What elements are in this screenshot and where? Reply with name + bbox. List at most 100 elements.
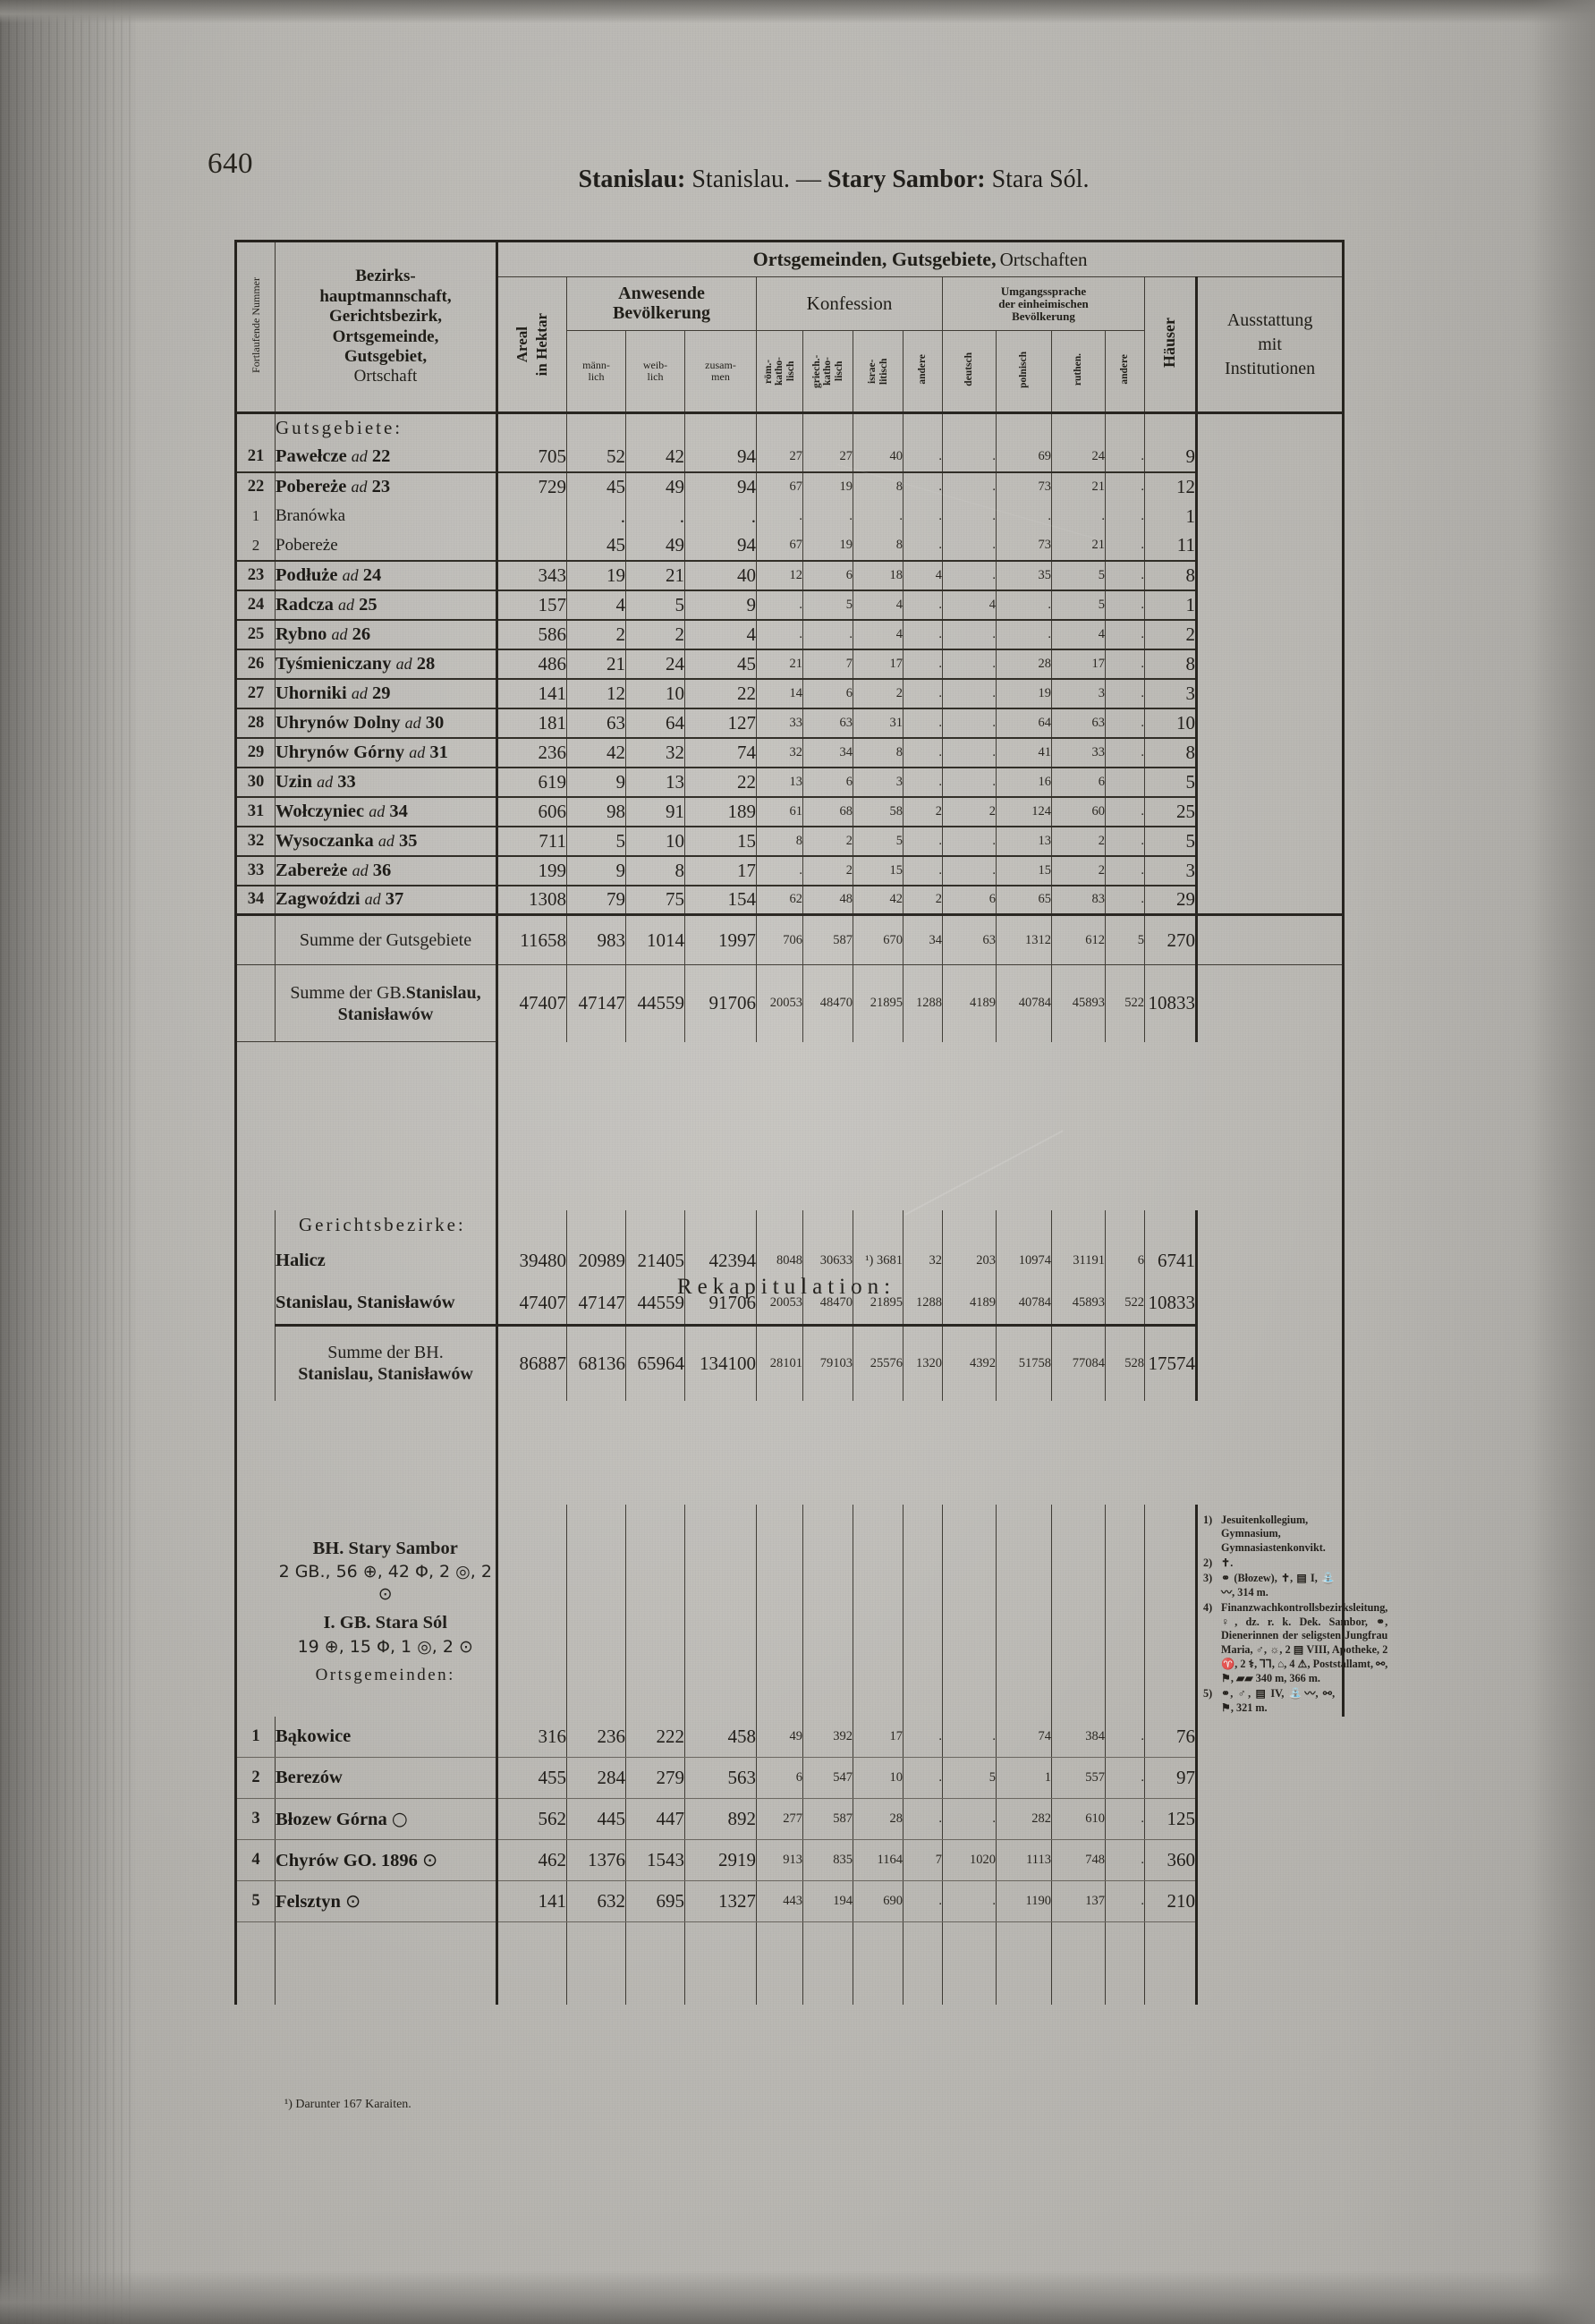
- summary-row-gutsgebiete: Summe der Gutsgebiete 11658 983 1014 199…: [234, 913, 1345, 965]
- cell-ruthen: 17: [1051, 649, 1106, 680]
- cell-rk: 20053: [756, 1282, 803, 1326]
- cell-deutsch: .: [942, 1880, 997, 1923]
- cell-haeuser: 1: [1144, 589, 1198, 621]
- cell-zusammen: 4: [684, 619, 757, 650]
- spacer-cell: [1196, 913, 1345, 965]
- row-name: Uhrynów Dolny ad 30: [275, 708, 498, 739]
- institution-entry: 3) ⚭ (Błozew), ✝, ▤ I, ⛲〰, 314 m.: [1203, 1572, 1335, 1600]
- cell-isr: 31: [853, 708, 904, 739]
- spacer-cell: [903, 1209, 943, 1240]
- cell-gk: 30633: [802, 1239, 853, 1283]
- col-header-zusammen: zusam- men: [684, 330, 757, 414]
- cell-polnisch: .: [996, 619, 1052, 650]
- cell-ruthen: 5: [1051, 589, 1106, 621]
- cell-ausstattung: [1196, 796, 1345, 827]
- cell-sprache-andere: .: [1105, 589, 1145, 621]
- gutsgebiete-rows: 21 Pawełcze ad 22 705 52 42 94 27 27 40.. 69 24. 9 2…: [234, 442, 1345, 916]
- stary-sambor-headings: BH. Stary Sambor 2 GB., 56 ⊕, 42 Φ, 2 ◎,…: [275, 1504, 498, 1717]
- spacer-cell: [684, 412, 757, 443]
- institution-text: Jesuitenkollegium, Gymnasium, Gymnasiast…: [1221, 1513, 1326, 1555]
- cell-polnisch: .: [996, 589, 1052, 621]
- cell-zusammen: 892: [684, 1798, 757, 1841]
- row-index: [234, 1282, 276, 1326]
- stary-sambor-row: 4 Chyrów GO. 1896 ⊙ 462 1376 1543 2919 913 835 1…: [234, 1839, 1344, 1882]
- spacer-cell: [684, 1921, 757, 2005]
- row-name: Rybno ad 26: [275, 619, 498, 650]
- spacer-cell: [275, 1921, 498, 2005]
- cell-areal: 316: [496, 1716, 567, 1759]
- summary-row-bh: Summe der BH. Stanislau, Stanisławów 868…: [234, 1324, 1345, 1401]
- row-index: 2: [234, 530, 276, 562]
- cell-deutsch: 6: [942, 885, 997, 916]
- row-name: Tyśmieniczany ad 28: [275, 649, 498, 680]
- bh-polnisch: 51758: [996, 1324, 1052, 1401]
- cell-areal: 562: [496, 1798, 567, 1841]
- cell-polnisch: 41: [996, 737, 1052, 768]
- row-index: 4: [234, 1839, 276, 1882]
- cell-gk: 19: [802, 530, 853, 562]
- row-index: 26: [234, 649, 276, 680]
- cell-areal: 705: [496, 442, 567, 473]
- spacer-cell: [942, 412, 997, 443]
- table-row: 2 Pobereże 45 49 94 67 19 8.. 73 21. 11: [234, 530, 1345, 562]
- stary-sambor-heading-row: BH. Stary Sambor 2 GB., 56 ⊕, 42 Φ, 2 ◎,…: [234, 1504, 1387, 1717]
- col-header-ruthenisch: ruthen.: [1051, 330, 1106, 414]
- gb-sprache-andere: 522: [1105, 964, 1145, 1042]
- row-index: 22: [234, 471, 276, 502]
- cell-ausstattung: [1196, 530, 1345, 561]
- spacer-cell: [625, 1209, 685, 1240]
- cell-haeuser: 5: [1144, 767, 1198, 798]
- summary-rk: 706: [756, 913, 803, 965]
- row-index: 1: [234, 1716, 276, 1759]
- cell-zusammen: 9: [684, 589, 757, 621]
- cell-maennlich: 4: [566, 589, 626, 621]
- row-index: 33: [234, 855, 276, 886]
- cell-zusammen: 22: [684, 678, 757, 709]
- cell-ruthen: 5: [1051, 560, 1106, 591]
- cell-sprache-andere: .: [1105, 678, 1145, 709]
- cell-weiblich: 10: [625, 826, 685, 857]
- summary-row-gb: Summe der GB.Stanislau, Stanisławów 4740…: [234, 964, 1345, 1042]
- cell-zusammen: 2919: [684, 1839, 757, 1882]
- cell-isr: 3: [853, 767, 904, 798]
- cell-zusammen: 22: [684, 767, 757, 798]
- page-number: 640: [208, 148, 253, 180]
- cell-weiblich: 8: [625, 855, 685, 886]
- table-row: 32 Wysoczanka ad 35 711 5 10 15 8 2 5.. 13 2. 5: [234, 826, 1345, 857]
- cell-isr: .: [853, 501, 904, 531]
- cell-weiblich: 5: [625, 589, 685, 621]
- spacer-cell: [1196, 412, 1345, 443]
- spacer-cell: [756, 412, 803, 443]
- cell-weiblich: 695: [625, 1880, 685, 1923]
- cell-rk: 33: [756, 708, 803, 739]
- cell-zusammen: .: [684, 501, 757, 531]
- cell-ausstattung: [1196, 619, 1345, 649]
- spacer-cell: [996, 412, 1052, 443]
- summary-label-gutsgebiete: Summe der Gutsgebiete: [275, 913, 498, 965]
- cell-deutsch: .: [942, 619, 997, 650]
- rekapitulation-row: Stanislau, Stanisławów 47407 47147 44559 917…: [234, 1282, 1345, 1326]
- gb-maennlich: 47147: [566, 964, 626, 1042]
- spacer-cell: [1144, 412, 1198, 443]
- cell-weiblich: 44559: [625, 1282, 685, 1326]
- cell-weiblich: 21: [625, 560, 685, 591]
- spacer-cell: [996, 1921, 1052, 2005]
- cell-haeuser: 8: [1144, 649, 1198, 680]
- cell-haeuser: 25: [1144, 796, 1198, 827]
- cell-isr: 40: [853, 442, 904, 473]
- table-row: 28 Uhrynów Dolny ad 30 181 63 64 127 33 63 31.. 6…: [234, 708, 1345, 739]
- institution-number: 4): [1203, 1600, 1213, 1614]
- cell-rk: 8: [756, 826, 803, 857]
- institution-text: ✝.: [1221, 1556, 1234, 1570]
- cell-areal: [496, 530, 567, 562]
- cell-deutsch: .: [942, 826, 997, 857]
- cell-gk: 392: [802, 1716, 853, 1759]
- spacer-cell: [1051, 1209, 1106, 1240]
- cell-maennlich: .: [566, 501, 626, 531]
- cell-isr: 58: [853, 796, 904, 827]
- cell-isr: 42: [853, 885, 904, 916]
- cell-ruthen: 2: [1051, 826, 1106, 857]
- row-name: Branówka: [275, 501, 498, 531]
- cell-weiblich: 21405: [625, 1239, 685, 1283]
- bh-zusammen: 134100: [684, 1324, 757, 1401]
